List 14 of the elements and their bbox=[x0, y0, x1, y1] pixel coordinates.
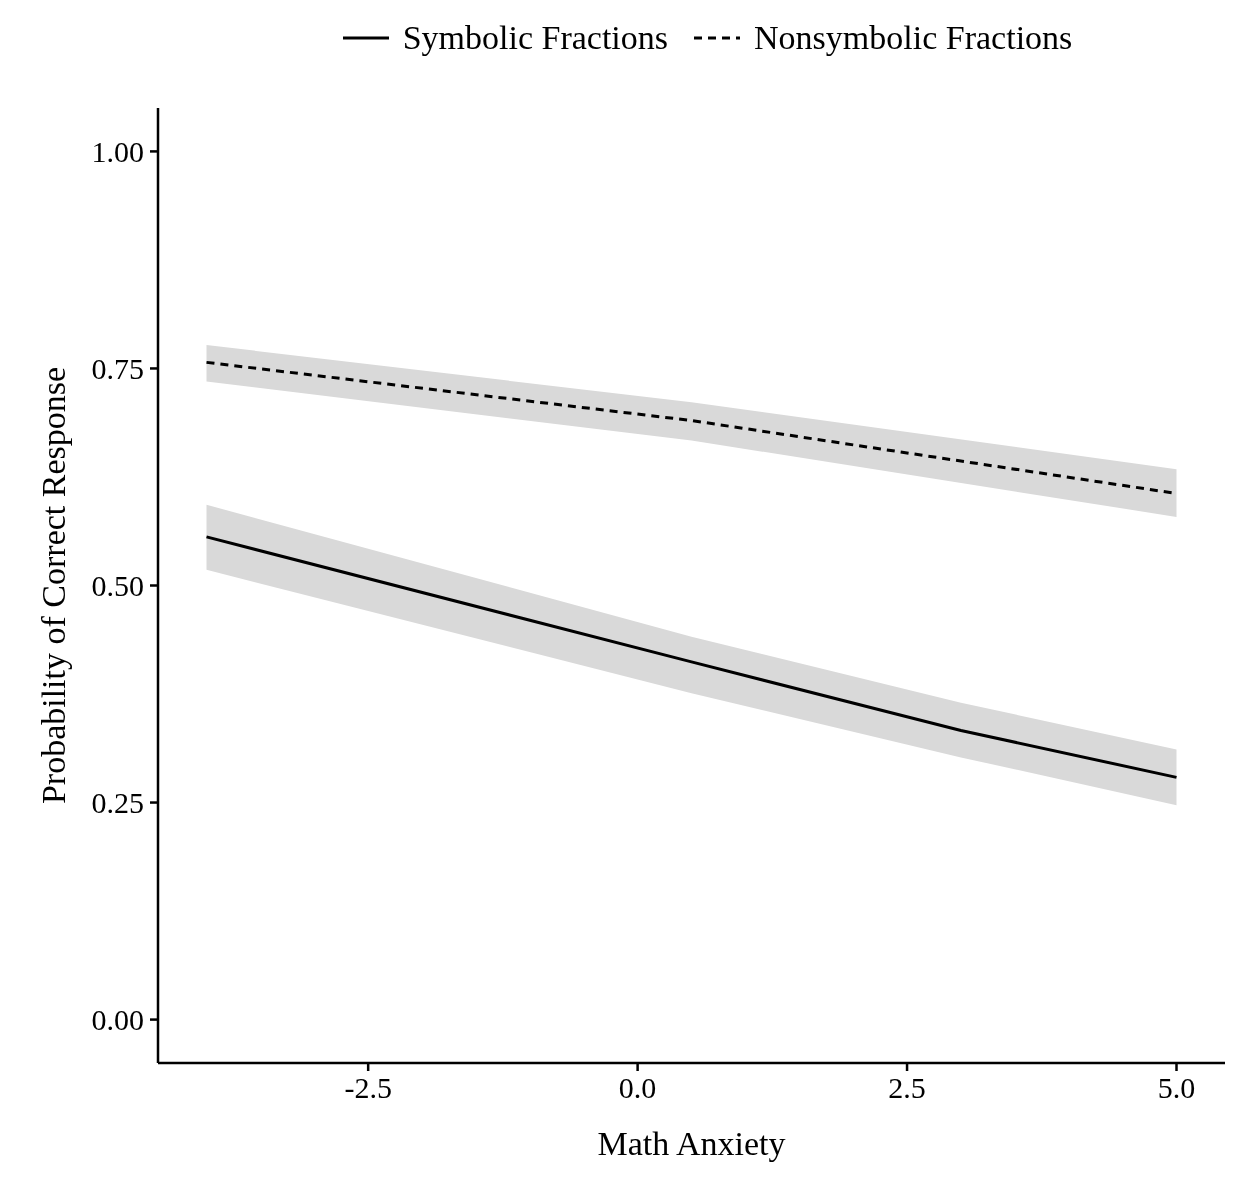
y-tick-label: 1.00 bbox=[91, 135, 144, 169]
line-series bbox=[205, 535, 1178, 779]
y-tick-label: 0.00 bbox=[91, 1003, 144, 1037]
legend-label: Symbolic Fractions bbox=[402, 19, 669, 57]
x-tick-label: 2.5 bbox=[888, 1071, 926, 1105]
y-tick-label: 0.50 bbox=[91, 569, 144, 603]
y-axis-title: Probability of Correct Response bbox=[35, 366, 73, 805]
y-tick-label: 0.75 bbox=[91, 352, 144, 386]
x-tick-label: 5.0 bbox=[1157, 1071, 1196, 1105]
x-axis-title: Math Anxiety bbox=[597, 1125, 786, 1162]
legend-label: Nonsymbolic Fractions bbox=[754, 19, 1073, 57]
x-tick-label: 0.0 bbox=[618, 1071, 657, 1105]
y-tick-label: 0.25 bbox=[91, 786, 144, 820]
x-tick-label: -2.5 bbox=[344, 1071, 392, 1105]
